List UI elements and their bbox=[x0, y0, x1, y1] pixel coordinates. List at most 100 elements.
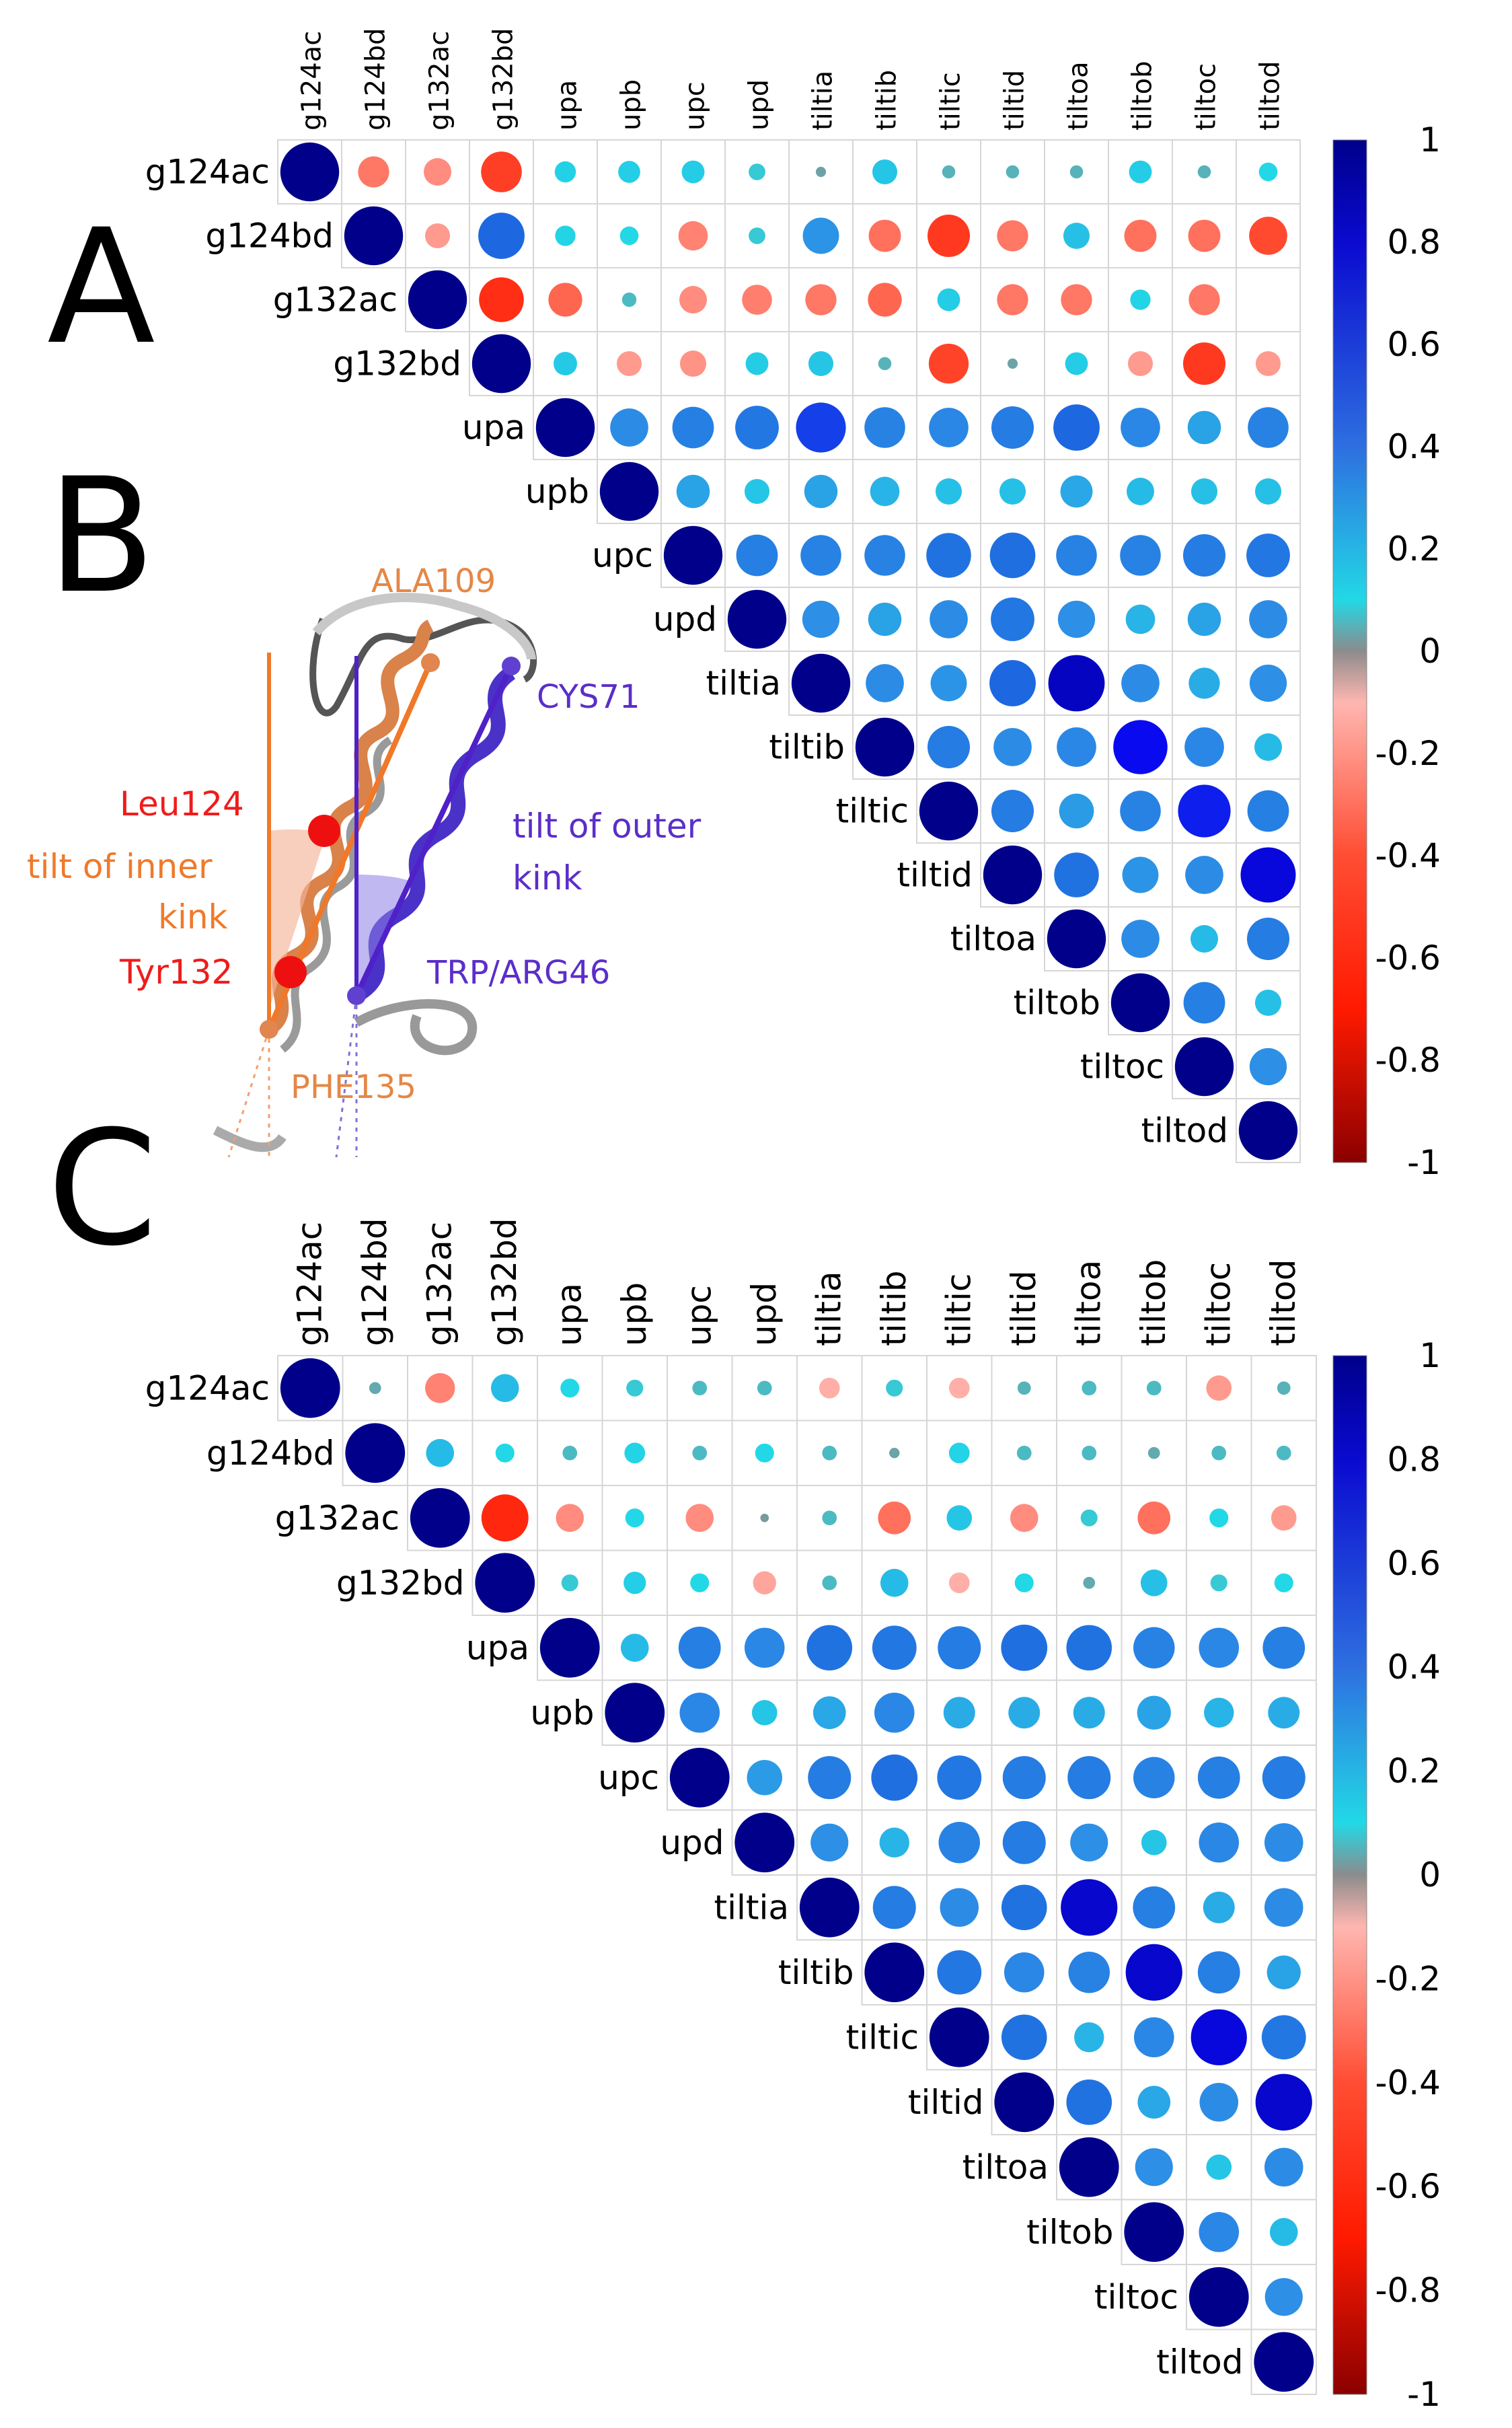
correlation-dot bbox=[1249, 664, 1287, 702]
correlation-dot bbox=[1047, 909, 1106, 969]
row-label: g132ac bbox=[275, 1498, 400, 1537]
column-label: tiltod bbox=[1264, 1259, 1303, 1346]
column-label: tiltoa bbox=[1069, 1260, 1108, 1346]
correlation-dot bbox=[919, 781, 979, 841]
row-label: g132ac bbox=[273, 281, 398, 320]
correlation-dot bbox=[605, 1683, 665, 1743]
correlation-dot bbox=[937, 288, 960, 311]
column-label: upa bbox=[552, 80, 583, 131]
correlation-dot bbox=[815, 166, 827, 178]
correlation-dot bbox=[1054, 852, 1099, 897]
correlation-dot bbox=[822, 1445, 837, 1461]
correlation-dot bbox=[1122, 856, 1159, 893]
row-label: tiltic bbox=[836, 792, 909, 831]
correlation-dot bbox=[599, 462, 659, 521]
correlation-dot bbox=[1199, 1627, 1240, 1668]
colorbar-tick-label: 0.4 bbox=[1387, 1648, 1441, 1687]
correlation-dot bbox=[727, 589, 787, 649]
correlation-dot bbox=[943, 1697, 975, 1729]
row-label: g132bd bbox=[336, 1564, 465, 1603]
correlation-dot bbox=[868, 283, 902, 317]
correlation-dot bbox=[681, 160, 705, 184]
correlation-dot bbox=[993, 728, 1032, 766]
correlation-dot bbox=[1133, 1886, 1176, 1929]
matrix-cell bbox=[1236, 267, 1301, 332]
row-label: tiltib bbox=[778, 1953, 854, 1992]
cys71-sphere bbox=[502, 657, 521, 675]
correlation-dot bbox=[1008, 1697, 1041, 1729]
correlation-dot bbox=[280, 1358, 340, 1418]
correlation-dot bbox=[1140, 1569, 1168, 1596]
correlation-dot bbox=[1277, 1381, 1291, 1395]
correlation-dot bbox=[997, 284, 1028, 316]
correlation-dot bbox=[997, 220, 1028, 252]
correlation-dot bbox=[481, 151, 522, 192]
correlation-dot bbox=[1002, 1820, 1046, 1864]
column-label: tiltoc bbox=[1199, 1262, 1238, 1346]
correlation-dot bbox=[616, 351, 642, 377]
correlation-dot bbox=[822, 1575, 837, 1590]
correlation-dot bbox=[1188, 284, 1220, 316]
correlation-dot bbox=[1057, 600, 1096, 638]
correlation-dot bbox=[610, 408, 648, 447]
correlation-dot bbox=[621, 292, 637, 307]
correlation-dot bbox=[679, 1692, 720, 1733]
correlation-dot bbox=[1264, 2147, 1303, 2187]
correlation-dot bbox=[874, 1692, 915, 1733]
correlation-dot bbox=[868, 602, 902, 636]
correlation-dot bbox=[425, 1373, 455, 1403]
column-label: tiltid bbox=[1004, 1270, 1043, 1346]
correlation-dot bbox=[1276, 1445, 1291, 1461]
colorbar bbox=[1332, 139, 1367, 1163]
matrix-cell bbox=[724, 139, 790, 205]
correlation-dot bbox=[946, 1505, 973, 1531]
correlation-dot bbox=[1206, 2154, 1232, 2180]
correlation-dot bbox=[1209, 1508, 1229, 1528]
correlation-dot bbox=[1182, 342, 1226, 385]
row-label: g132bd bbox=[333, 344, 461, 383]
correlation-dot bbox=[1120, 535, 1161, 576]
correlation-dot bbox=[747, 1759, 783, 1796]
correlation-dot bbox=[800, 535, 841, 576]
correlation-dot bbox=[999, 478, 1026, 505]
correlation-dot bbox=[1203, 1891, 1235, 1923]
correlation-dot bbox=[1141, 1829, 1167, 1855]
tyr132-sphere bbox=[274, 956, 307, 988]
column-label: tiltob bbox=[1134, 1259, 1173, 1346]
correlation-dot bbox=[735, 406, 779, 449]
correlation-dot bbox=[1053, 404, 1100, 451]
colorbar-tick-label: 0.8 bbox=[1387, 1440, 1441, 1479]
correlation-dot bbox=[930, 665, 967, 702]
correlation-dot bbox=[736, 534, 778, 577]
correlation-dot bbox=[1238, 1101, 1298, 1161]
correlation-dot bbox=[1197, 165, 1211, 179]
row-label: tiltod bbox=[1156, 2343, 1243, 2382]
colorbar-tick-label: -0.6 bbox=[1375, 939, 1441, 978]
correlation-dot bbox=[481, 1494, 529, 1542]
panel-label-b: B bbox=[47, 445, 156, 628]
correlation-dot bbox=[1249, 1047, 1287, 1086]
panel-label-a: A bbox=[47, 196, 155, 379]
row-label: tiltid bbox=[908, 2083, 984, 2122]
matrix-cell bbox=[1186, 1485, 1252, 1551]
phe135-sphere bbox=[260, 1020, 278, 1039]
row-label: tiltod bbox=[1141, 1111, 1228, 1150]
row-label: upc bbox=[598, 1758, 659, 1797]
correlation-dot bbox=[1249, 217, 1287, 255]
correlation-dot bbox=[669, 1747, 730, 1808]
correlation-dot bbox=[938, 1626, 981, 1670]
correlation-dot bbox=[1255, 2073, 1312, 2131]
correlation-dot bbox=[690, 1573, 710, 1592]
correlation-dot bbox=[806, 1625, 853, 1671]
colorbar-tick-label: -0.4 bbox=[1375, 2063, 1441, 2102]
correlation-dot bbox=[1061, 1879, 1118, 1936]
correlation-dot bbox=[1183, 982, 1225, 1024]
correlation-dot bbox=[1135, 2148, 1173, 2186]
correlation-dot bbox=[1147, 1446, 1160, 1459]
correlation-dot bbox=[1199, 2211, 1240, 2252]
correlation-dot bbox=[1017, 1381, 1031, 1395]
correlation-dot bbox=[878, 1501, 911, 1535]
correlation-dot bbox=[1056, 535, 1097, 576]
correlation-dot bbox=[1124, 2202, 1184, 2263]
